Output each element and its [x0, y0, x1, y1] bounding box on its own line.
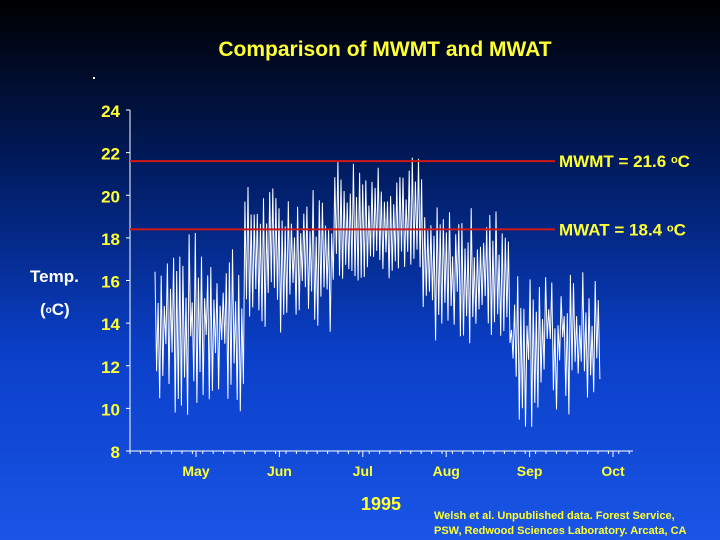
y-tick-label: 24	[101, 102, 120, 121]
credit-line-2: PSW, Redwood Sciences Laboratory. Arcata…	[434, 525, 687, 537]
x-axis-label: 1995	[361, 494, 402, 514]
y-axis-label-line2: (oC)	[40, 300, 70, 320]
x-tick-label: Aug	[433, 463, 460, 479]
y-axis-label-unit: C)	[51, 300, 70, 319]
y-tick-label: 18	[101, 230, 120, 249]
source-credit: Welsh et al. Unpublished data. Forest Se…	[434, 509, 686, 539]
y-axis-label-degree: o	[45, 305, 52, 316]
x-tick-label: Sep	[517, 463, 543, 479]
y-axis-label-open: (	[40, 300, 46, 319]
mwmt-label: MWMT = 21.6 oC	[559, 152, 690, 171]
y-tick-label: 12	[101, 358, 120, 377]
y-tick-label: 10	[101, 400, 120, 419]
y-tick-label: 16	[101, 273, 120, 292]
x-tick-label: May	[182, 463, 209, 479]
y-tick-label: 22	[101, 145, 120, 164]
y-axis-label-line1: Temp.	[30, 267, 79, 286]
stray-dot	[93, 77, 95, 79]
y-tick-label: 20	[101, 187, 120, 206]
x-tick-label: Jun	[267, 463, 292, 479]
x-tick-label: Oct	[601, 463, 625, 479]
chart-title: Comparison of MWMT and MWAT	[218, 38, 552, 61]
credit-line-1: Welsh et al. Unpublished data. Forest Se…	[434, 510, 675, 522]
mwat-label: MWAT = 18.4 oC	[559, 220, 686, 239]
y-tick-label: 14	[101, 315, 120, 334]
y-tick-label: 8	[111, 443, 120, 462]
daily-temperature-trace	[154, 157, 601, 427]
x-tick-label: Jul	[353, 463, 373, 479]
